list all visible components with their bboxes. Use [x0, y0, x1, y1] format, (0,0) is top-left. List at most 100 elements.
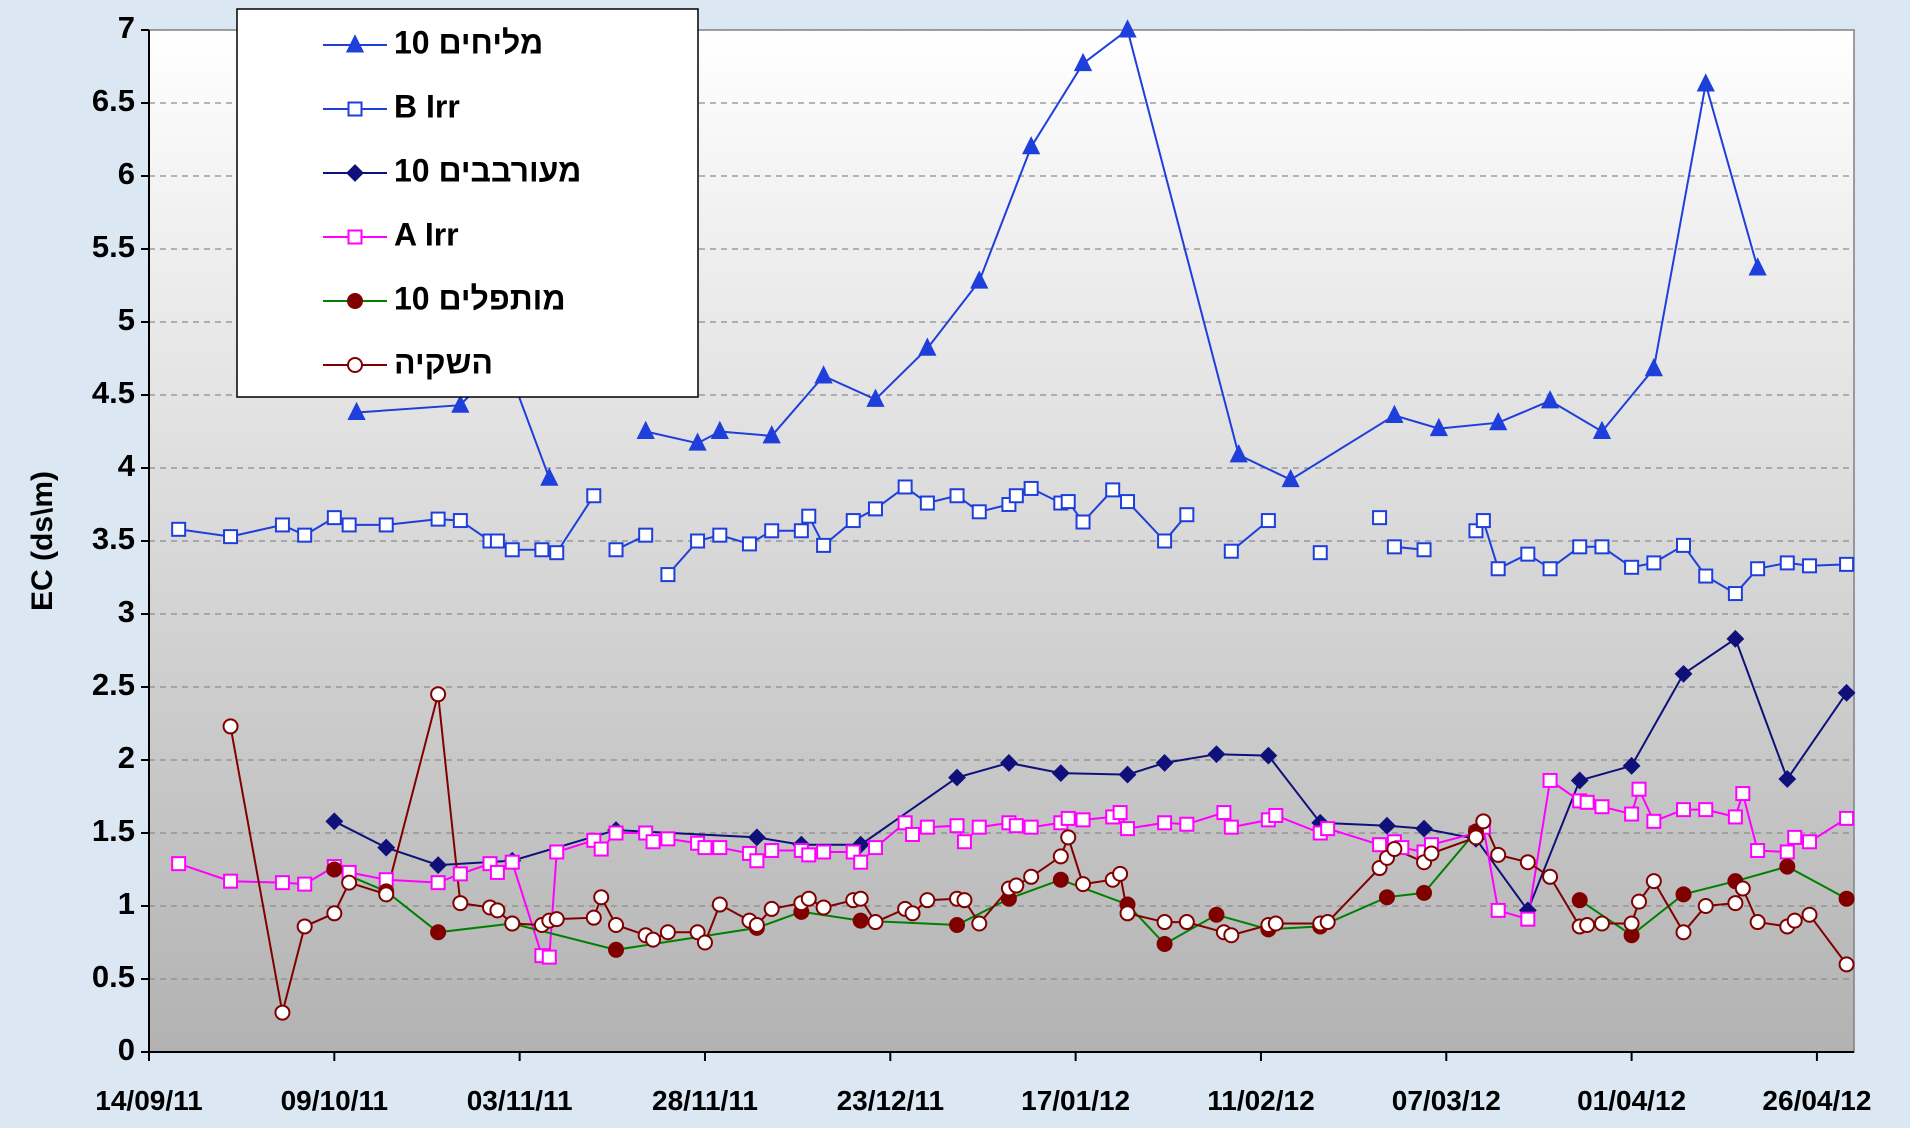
- marker: [1267, 915, 1284, 932]
- marker: [1157, 533, 1173, 549]
- marker: [1052, 848, 1069, 865]
- marker: [999, 754, 1018, 772]
- marker: [1540, 390, 1560, 409]
- legend: 10 מליחים B Irr 10 מעורבבים A Irr 10 מותפלים…: [236, 8, 699, 398]
- marker: [1119, 905, 1136, 922]
- marker: [1675, 924, 1692, 941]
- marker: [549, 844, 565, 860]
- marker: [1120, 821, 1136, 837]
- marker: [1490, 902, 1506, 918]
- marker: [586, 488, 602, 504]
- marker: [1320, 821, 1336, 837]
- marker: [852, 890, 869, 907]
- marker: [347, 357, 363, 373]
- x-tick-label: 17/01/12: [1021, 1085, 1130, 1116]
- marker: [1118, 19, 1137, 38]
- marker: [866, 388, 885, 407]
- x-tick-label: 11/02/12: [1207, 1085, 1314, 1116]
- marker: [1112, 865, 1129, 882]
- marker: [1156, 935, 1173, 952]
- marker: [1060, 494, 1076, 510]
- marker: [1022, 136, 1041, 155]
- marker: [593, 889, 610, 906]
- marker: [659, 924, 676, 941]
- series-markers: [171, 19, 1856, 1021]
- marker: [429, 856, 448, 875]
- marker: [1372, 837, 1388, 853]
- marker: [489, 864, 505, 880]
- marker: [660, 567, 676, 583]
- y-tick-label: 0.5: [92, 959, 135, 994]
- marker: [1624, 559, 1640, 575]
- marker: [549, 545, 565, 561]
- y-tick-label: 7: [118, 10, 135, 45]
- marker: [1579, 916, 1596, 933]
- marker: [919, 495, 935, 511]
- marker: [1075, 812, 1091, 828]
- marker: [660, 831, 676, 847]
- marker: [608, 542, 624, 558]
- marker: [897, 479, 913, 495]
- marker: [1008, 877, 1025, 894]
- marker: [1787, 829, 1803, 845]
- marker: [223, 529, 239, 545]
- marker: [1676, 537, 1691, 553]
- marker: [1727, 895, 1744, 912]
- marker: [1837, 683, 1856, 702]
- marker: [1570, 771, 1589, 790]
- marker: [793, 523, 809, 539]
- marker: [801, 508, 817, 524]
- marker: [867, 501, 883, 517]
- y-tick-label: 1: [118, 886, 135, 921]
- marker: [341, 874, 358, 891]
- marker: [1520, 546, 1536, 562]
- marker: [636, 420, 655, 439]
- marker: [762, 425, 781, 444]
- marker: [1268, 807, 1284, 823]
- marker: [1839, 810, 1855, 826]
- marker: [1023, 480, 1039, 496]
- marker: [1802, 558, 1818, 574]
- marker: [1281, 468, 1300, 488]
- marker: [1676, 802, 1691, 818]
- marker: [430, 511, 446, 527]
- marker: [608, 916, 625, 933]
- marker: [712, 840, 728, 856]
- marker: [1023, 868, 1040, 885]
- marker: [1416, 542, 1432, 558]
- y-axis-label: EC (ds\m): [26, 471, 59, 611]
- marker: [1696, 73, 1715, 92]
- marker: [377, 838, 396, 857]
- marker: [971, 819, 987, 835]
- marker: [1378, 816, 1396, 835]
- marker: [1542, 561, 1558, 577]
- marker: [1490, 561, 1506, 577]
- marker: [1750, 843, 1766, 859]
- marker: [1312, 545, 1328, 561]
- marker: [1475, 813, 1492, 830]
- x-tick-label: 09/10/11: [281, 1085, 388, 1116]
- marker: [1726, 629, 1745, 648]
- marker: [1112, 805, 1128, 821]
- marker: [970, 270, 989, 289]
- legend-box: [236, 8, 699, 398]
- marker: [378, 517, 394, 533]
- marker: [1698, 568, 1714, 584]
- marker: [1579, 794, 1595, 810]
- marker: [1475, 513, 1491, 529]
- marker: [1839, 556, 1855, 572]
- marker: [608, 941, 625, 958]
- marker: [1593, 915, 1610, 932]
- marker: [1075, 514, 1091, 530]
- x-tick-label: 26/04/12: [1762, 1085, 1871, 1116]
- marker: [1429, 417, 1448, 437]
- y-tick-label: 2.5: [92, 667, 135, 702]
- marker: [1179, 816, 1195, 832]
- x-tick-label: 14/09/11: [95, 1085, 202, 1116]
- marker: [919, 819, 935, 835]
- y-tick-label: 4.5: [92, 375, 135, 410]
- marker: [1208, 906, 1225, 923]
- marker: [1727, 809, 1743, 825]
- marker: [948, 768, 966, 787]
